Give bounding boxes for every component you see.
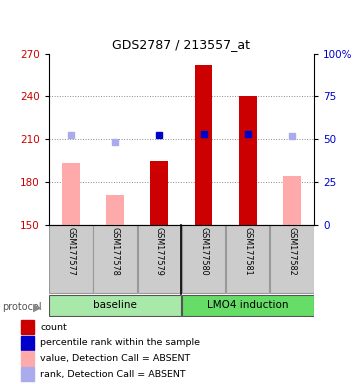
Text: GSM177582: GSM177582 [287, 227, 296, 276]
Text: ▶: ▶ [33, 302, 42, 312]
Text: percentile rank within the sample: percentile rank within the sample [40, 338, 200, 348]
FancyBboxPatch shape [93, 225, 137, 293]
Text: GSM177580: GSM177580 [199, 227, 208, 276]
Text: GSM177577: GSM177577 [66, 227, 75, 276]
FancyBboxPatch shape [270, 225, 314, 293]
FancyBboxPatch shape [138, 225, 181, 293]
FancyBboxPatch shape [49, 295, 181, 316]
Bar [195, 65, 212, 225]
Text: GSM177578: GSM177578 [110, 227, 119, 276]
Bar [21, 351, 34, 366]
Bar [21, 336, 34, 350]
Text: rank, Detection Call = ABSENT: rank, Detection Call = ABSENT [40, 370, 186, 379]
FancyBboxPatch shape [182, 225, 225, 293]
Bar [151, 161, 168, 225]
Text: count: count [40, 323, 67, 332]
FancyBboxPatch shape [182, 295, 314, 316]
FancyBboxPatch shape [226, 225, 269, 293]
Bar [62, 164, 80, 225]
Bar [21, 367, 34, 381]
FancyBboxPatch shape [49, 225, 92, 293]
Text: value, Detection Call = ABSENT: value, Detection Call = ABSENT [40, 354, 191, 363]
Text: protocol: protocol [2, 302, 42, 312]
Title: GDS2787 / 213557_at: GDS2787 / 213557_at [112, 38, 251, 51]
Text: baseline: baseline [93, 300, 137, 310]
Bar [239, 96, 257, 225]
Bar [21, 320, 34, 334]
Text: LMO4 induction: LMO4 induction [207, 300, 288, 310]
Text: GSM177581: GSM177581 [243, 227, 252, 276]
Bar [283, 176, 301, 225]
Bar [106, 195, 124, 225]
Text: GSM177579: GSM177579 [155, 227, 164, 276]
